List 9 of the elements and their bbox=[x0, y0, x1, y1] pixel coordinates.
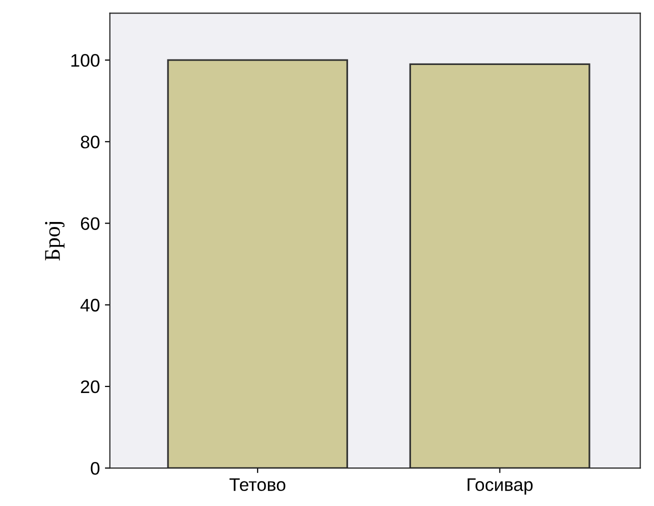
y-tick-label: 20 bbox=[80, 380, 100, 394]
y-tick-label: 40 bbox=[80, 298, 100, 312]
y-tick-label: 100 bbox=[71, 54, 100, 67]
x-tick-label: Тетово bbox=[230, 478, 286, 492]
y-tick-label: 0 bbox=[90, 462, 100, 475]
x-tick-label: Госивар bbox=[468, 478, 533, 495]
y-axis-title: Број bbox=[45, 222, 64, 261]
y-tick-label: 80 bbox=[80, 136, 100, 148]
y-tick-label: 60 bbox=[80, 217, 100, 230]
